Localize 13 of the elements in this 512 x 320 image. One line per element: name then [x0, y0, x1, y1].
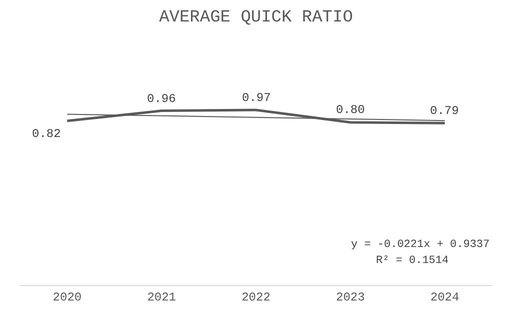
x-tick-label: 2023 [336, 290, 365, 304]
text: R² = 0.1514 [376, 255, 450, 267]
x-tick-label: 2024 [430, 290, 460, 304]
chart-title: AVERAGE QUICK RATIO [159, 8, 353, 28]
text: y = -0.0221x + 0.9337 [351, 239, 490, 251]
data-label: 0.96 [147, 92, 176, 106]
x-tick-label: 2022 [242, 290, 270, 304]
data-label: 0.79 [430, 104, 459, 118]
data-label: 0.82 [32, 127, 61, 141]
x-tick-label: 2021 [147, 290, 176, 304]
data-label: 0.80 [336, 103, 365, 117]
data-label: 0.97 [242, 91, 271, 105]
x-tick-label: 2020 [52, 290, 82, 304]
